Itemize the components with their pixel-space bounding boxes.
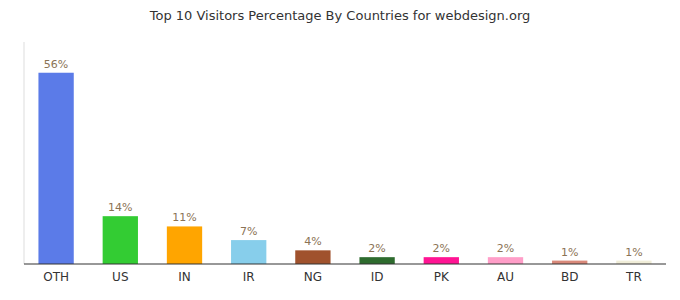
x-tick-label: ID [371, 270, 384, 284]
bar [359, 257, 394, 264]
x-tick-label: TR [625, 270, 642, 284]
bar [488, 257, 523, 264]
data-labels: 56% 14% 11% 7% 4% 2% 2% 2% 1% 1% [44, 58, 643, 259]
data-label: 2% [497, 242, 514, 255]
data-label: 11% [172, 211, 196, 224]
x-tick-labels: OTH US IN IR NG ID PK AU BD TR [43, 270, 642, 284]
x-tick-label: IN [178, 270, 191, 284]
chart-container: Top 10 Visitors Percentage By Countries … [0, 0, 680, 300]
bar [38, 73, 73, 264]
bar [167, 226, 202, 264]
data-label: 1% [561, 246, 578, 259]
data-label: 4% [304, 235, 321, 248]
data-label: 14% [108, 201, 132, 214]
x-tick-label: BD [561, 270, 578, 284]
x-tick-label: IR [243, 270, 255, 284]
data-label: 1% [625, 246, 642, 259]
x-tick-label: PK [434, 270, 450, 284]
data-label: 2% [368, 242, 385, 255]
x-tick-label: US [112, 270, 128, 284]
bar [424, 257, 459, 264]
x-axis-line [24, 263, 666, 264]
bar [103, 216, 138, 264]
x-tick-label: OTH [43, 270, 69, 284]
x-tick-label: AU [497, 270, 514, 284]
title: Top 10 Visitors Percentage By Countries … [149, 8, 531, 23]
bar [295, 250, 330, 264]
data-label: 7% [240, 225, 257, 238]
y-axis-line [24, 42, 25, 264]
bars [38, 73, 651, 264]
x-tick-label: NG [304, 270, 322, 284]
data-label: 56% [44, 58, 68, 71]
chart: Top 10 Visitors Percentage By Countries … [0, 0, 680, 300]
bar [231, 240, 266, 264]
data-label: 2% [433, 242, 450, 255]
